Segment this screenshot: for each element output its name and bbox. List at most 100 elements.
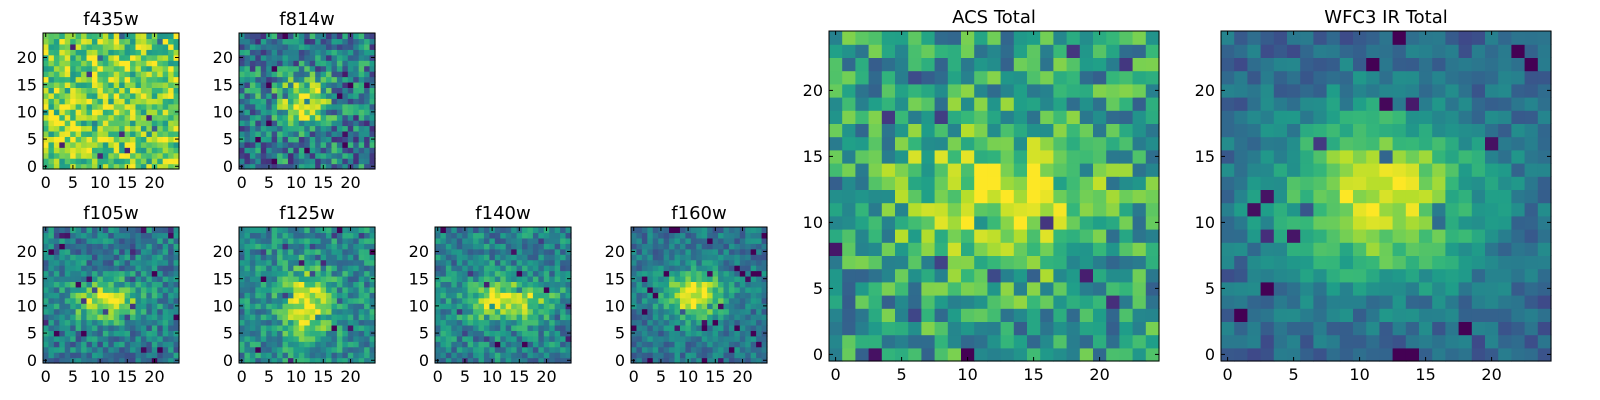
heatmap-cell [961,149,975,164]
y-tick-label: 10 [17,296,37,315]
heatmap-cell [723,308,730,315]
heatmap-cell [336,43,343,50]
heatmap-cell [266,243,273,250]
heatmap-cell [320,103,327,110]
heatmap-cell [1234,321,1248,336]
heatmap-cell [987,202,1002,217]
heatmap-cell [1366,321,1380,336]
heatmap-cell [685,341,692,348]
heatmap-cell [696,237,703,244]
heatmap-cell [961,308,975,322]
heatmap-cell [298,136,305,143]
heatmap-cell [1419,163,1433,177]
heatmap-cell [647,324,654,331]
heatmap-cell [157,275,164,282]
heatmap-cell [445,292,452,299]
heatmap-cell [277,292,284,299]
heatmap-cell [260,265,267,272]
heatmap-cell [146,335,153,342]
heatmap-cell [336,308,343,315]
heatmap-cell [97,324,104,331]
heatmap-cell [750,270,757,277]
x-tick-label: 20 [144,173,164,192]
heatmap-cell [304,38,311,45]
heatmap-cell [331,92,338,99]
heatmap-cell [696,314,703,321]
heatmap-cell [255,292,262,299]
heatmap-cell [364,158,371,165]
heatmap-cell [135,259,142,266]
heatmap-cell [1053,70,1068,85]
heatmap-cell [1260,189,1275,204]
heatmap-cell [320,38,327,45]
x-tick-label: 5 [656,367,666,386]
heatmap-cell [451,232,458,239]
heatmap-cell [86,92,93,99]
heatmap-cell [756,303,763,310]
heatmap-cell [1013,83,1028,98]
heatmap-cell [326,281,333,288]
heatmap-cell [636,265,643,272]
heatmap-cell [244,43,251,50]
heatmap-cell [947,215,962,230]
heatmap-cell [48,98,55,105]
heatmap-cell [315,297,322,304]
heatmap-cell [1353,295,1367,309]
heatmap-cell [331,158,338,165]
heatmap-cell [669,335,676,342]
heatmap-cell [663,357,670,364]
heatmap-cell [435,314,442,321]
heatmap-cell [641,227,648,234]
heatmap-cell [53,120,60,127]
heatmap-cell [908,268,922,283]
heatmap-cell [961,163,975,177]
heatmap-cell [679,297,686,304]
heatmap-cell [511,265,518,272]
heatmap-cell [1471,242,1486,256]
heatmap-cell [483,265,490,272]
heatmap-cell [1445,176,1460,190]
heatmap-cell [1445,295,1460,309]
heatmap-cell [723,352,730,359]
heatmap-cell [1326,202,1341,217]
heatmap-cell [358,147,365,154]
heatmap-cell [91,65,98,72]
heatmap-cell [97,286,104,293]
heatmap-cell [974,163,988,177]
heatmap-cell [690,259,697,266]
heatmap-cell [124,243,131,250]
heatmap-cell [86,335,93,342]
heatmap-cell [1353,176,1367,190]
heatmap-cell [358,163,365,170]
heatmap-cell [249,130,256,137]
heatmap-cell [59,81,66,88]
heatmap-cell [97,270,104,277]
heatmap-cell [961,83,975,98]
heatmap-cell [353,152,360,159]
heatmap-cell [124,152,131,159]
heatmap-cell [81,43,88,50]
heatmap-cell [961,255,975,270]
heatmap-cell [168,92,175,99]
heatmap-cell [336,92,343,99]
heatmap-cell [1106,83,1120,98]
heatmap-cell [358,275,365,282]
heatmap-cell [86,319,93,326]
heatmap-cell [1106,202,1120,217]
heatmap-cell [48,136,55,143]
heatmap-cell [336,130,343,137]
heatmap-cell [829,255,843,270]
heatmap-cell [1221,215,1235,230]
heatmap-cell [277,259,284,266]
heatmap-cell [277,341,284,348]
heatmap-cell [86,49,93,56]
y-tick-label: 15 [213,269,233,288]
heatmap-cell [679,227,686,234]
heatmap-cell [696,265,703,272]
heatmap-cell [130,92,137,99]
heatmap-cell [1027,215,1041,230]
heatmap-cell [168,270,175,277]
heatmap-cell [712,330,719,337]
heatmap-cell [157,297,164,304]
heatmap-cell [130,335,137,342]
